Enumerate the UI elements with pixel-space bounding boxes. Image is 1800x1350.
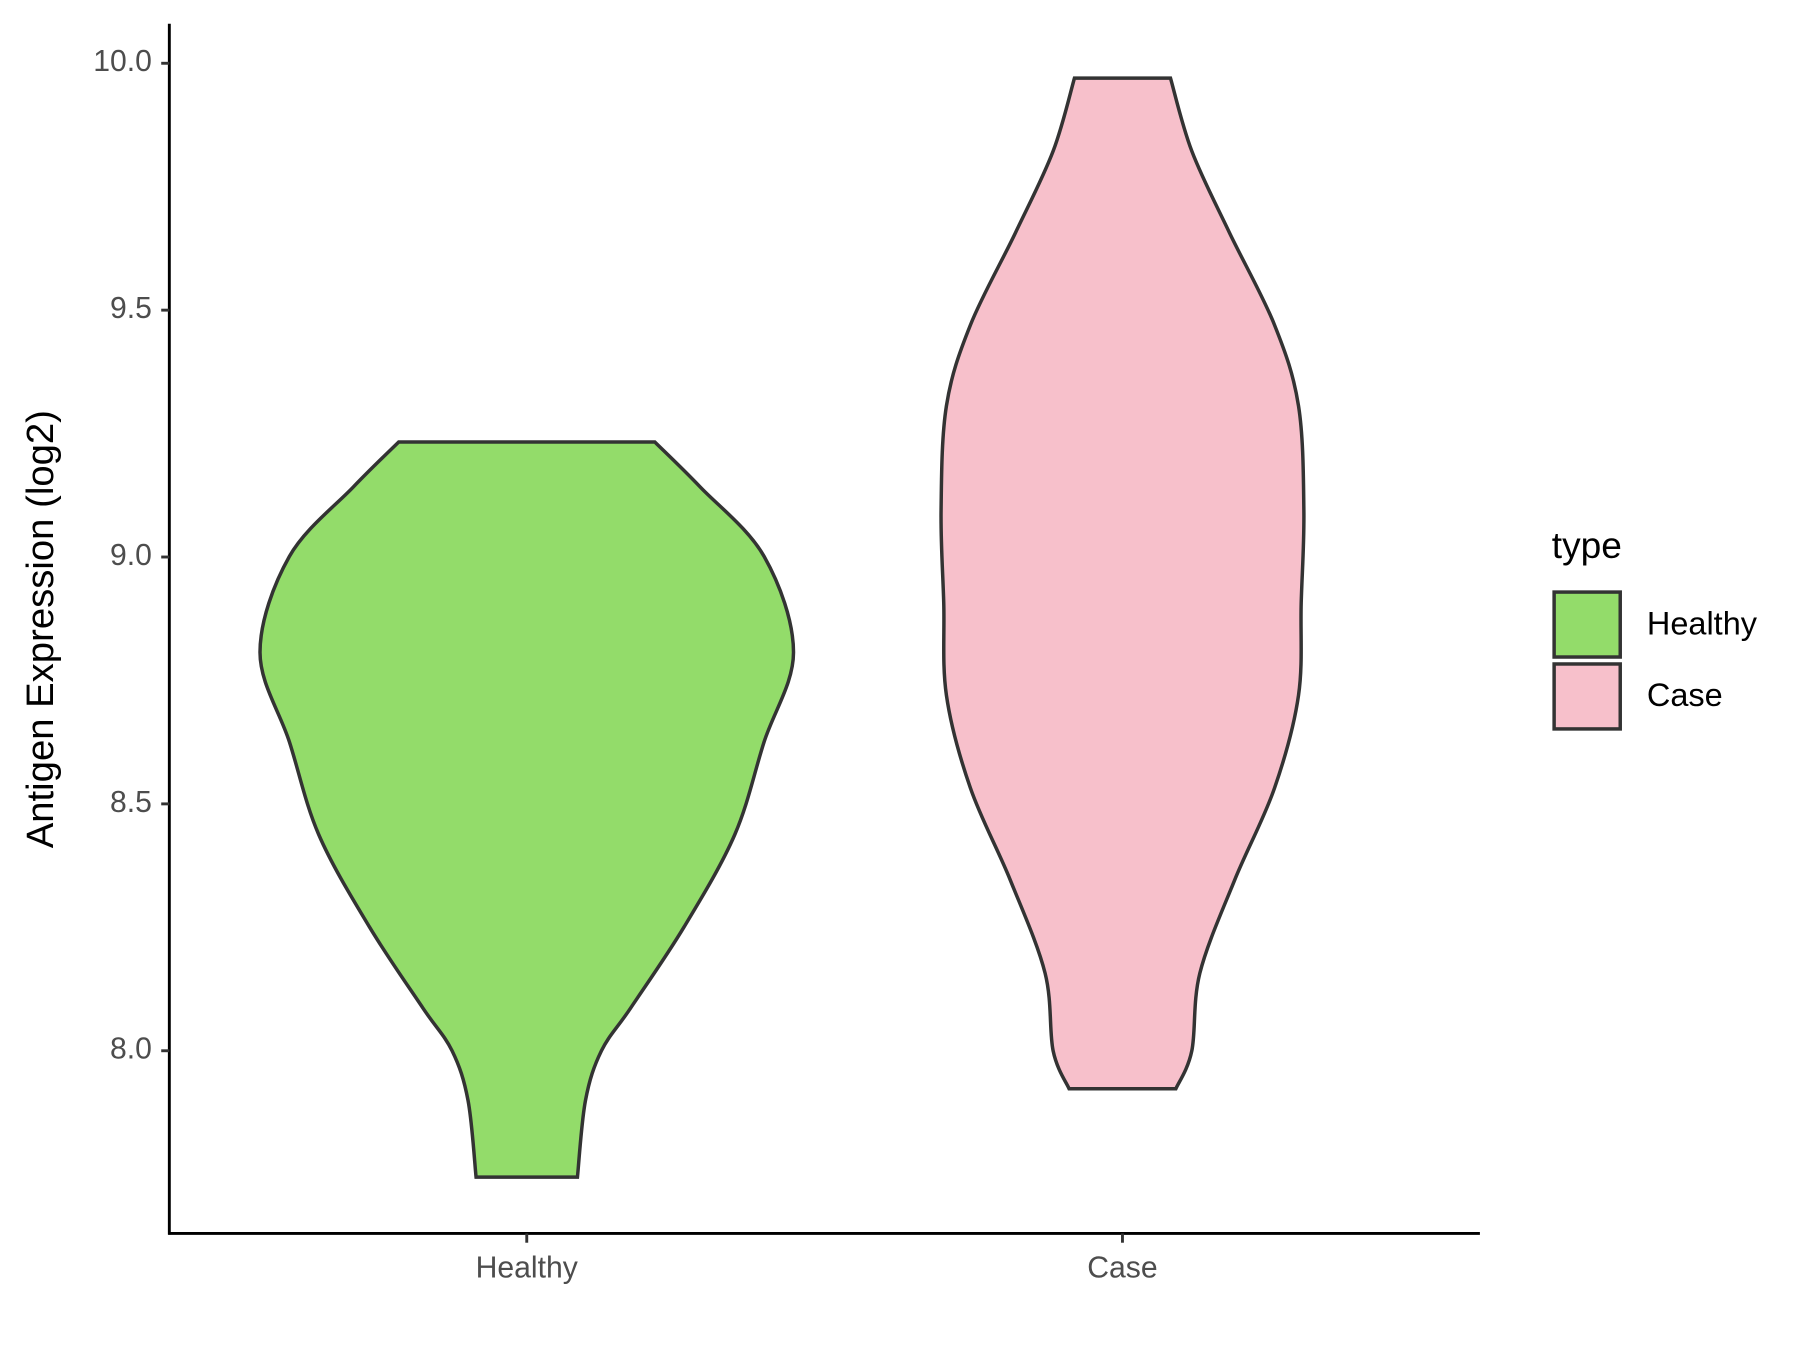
y-tick-label: 8.0 — [110, 1033, 152, 1066]
y-tick-label: 10.0 — [93, 45, 152, 78]
x-tick-label: Healthy — [476, 1251, 579, 1284]
y-tick-label: 9.5 — [110, 292, 152, 325]
legend-label: Case — [1647, 677, 1723, 713]
x-tick-label: Case — [1087, 1251, 1157, 1284]
y-tick-label: 9.0 — [110, 539, 152, 572]
violin — [258, 440, 796, 1179]
legend-label: Healthy — [1647, 605, 1758, 641]
legend-key — [1552, 662, 1622, 731]
y-axis-title: Antigen Expression (log2) — [19, 410, 62, 848]
violin — [939, 76, 1306, 1091]
legend-title: type — [1552, 524, 1622, 566]
y-tick-label: 8.5 — [110, 786, 152, 819]
legend-key — [1552, 590, 1622, 659]
